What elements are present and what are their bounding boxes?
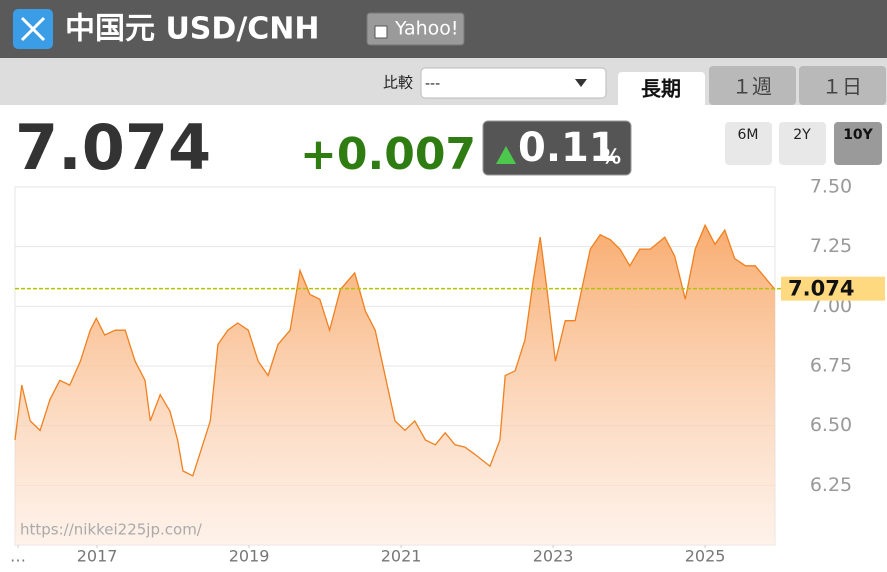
reference-label-box [781,276,885,301]
x-tick-label: 2023 [533,547,574,566]
external-link-icon [374,25,388,39]
yahoo-button[interactable] [366,12,465,46]
tab[interactable] [709,66,796,105]
change-pct: 0.11 [518,125,617,171]
y-tick-label: 6.25 [810,474,852,496]
range-button-active[interactable] [834,122,882,165]
x-tick-label: 2017 [77,547,118,566]
range-label[interactable]: 6M [738,127,759,143]
tab-label[interactable]: 長期 [641,77,681,101]
chart: 6.256.506.757.007.257.50… 2017 2019 2021 202… [10,176,885,566]
line [14,223,776,477]
x-tick-label: 2025 [685,547,726,566]
y-tick-label: 7.50 [810,176,852,198]
y-tick-label: 7.25 [810,235,852,257]
tab-label[interactable]: １日 [822,75,862,99]
compare-value: --- [425,76,440,92]
y-tick-label: 6.50 [810,414,852,436]
tab-active[interactable] [618,72,705,108]
yahoo-link[interactable]: Yahoo! [394,18,459,40]
watermark: https://nikkei225jp.com/ [20,521,203,539]
page-title: 中国元 USD/CNH [65,12,320,47]
range-label[interactable]: 10Y [843,127,873,143]
compare-label: 比較 [383,74,413,92]
area [15,225,775,545]
range-label[interactable]: 2Y [793,127,811,143]
pct-unit: % [601,145,621,169]
x-tick-label: 2019 [229,547,270,566]
range-button[interactable] [725,122,772,165]
price: 7.074 [15,111,211,184]
x-tick-label: 2021 [381,547,422,566]
range-button[interactable] [779,122,826,165]
change-badge [482,120,632,176]
y-tick-label: 6.75 [810,355,852,377]
x-tick-label: … [10,547,26,566]
tab-label[interactable]: １週 [732,75,772,99]
up-arrow [496,146,516,164]
change: +0.007 [300,129,476,180]
select-arrow [575,79,587,87]
compare-select[interactable] [420,67,607,99]
x-logo [20,16,46,42]
reference-label: 7.074 [788,277,854,301]
tab[interactable] [799,66,886,105]
